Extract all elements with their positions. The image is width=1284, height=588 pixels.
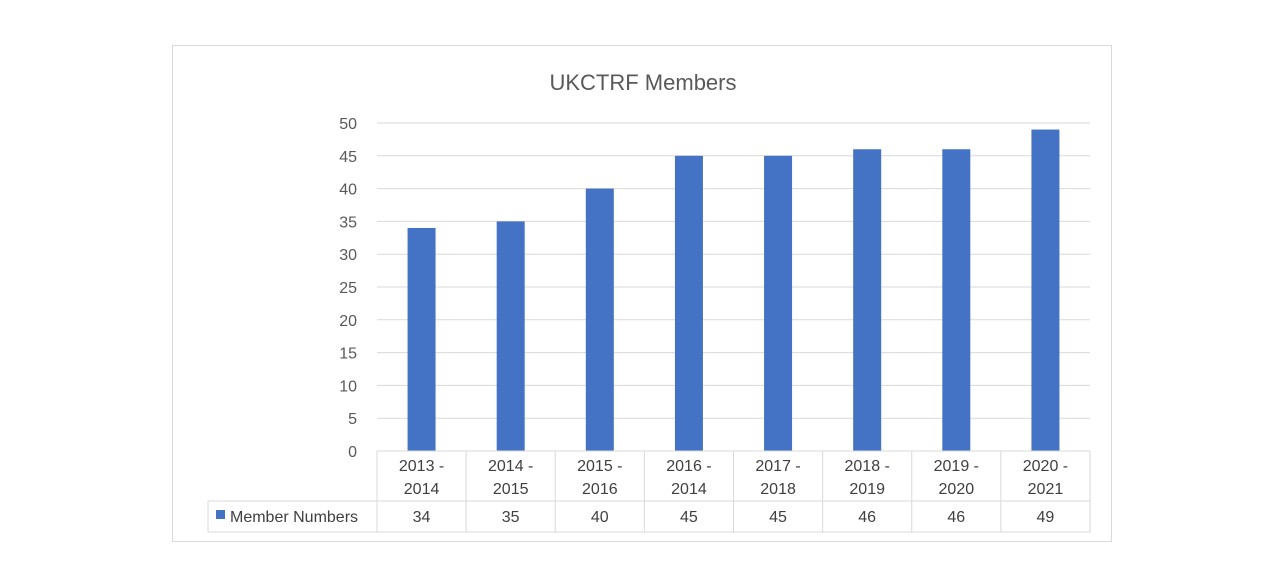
y-tick-label: 45: [339, 149, 357, 166]
data-table: 2013 -2014 2014 -2015 2015 -2016 2016 -2014…: [207, 450, 1091, 533]
gridlines: [377, 122, 1090, 419]
data-label: 35: [502, 509, 520, 526]
y-tick-label: 50: [339, 116, 357, 133]
bar: [853, 149, 882, 451]
bar: [1031, 129, 1060, 451]
bar: [674, 155, 703, 452]
data-label: 49: [1037, 509, 1055, 526]
x-tick-label: 2013 -2014: [399, 458, 444, 498]
y-tick-label: 40: [339, 182, 357, 199]
bar: [585, 188, 614, 451]
x-tick-label: 2017 -2018: [755, 458, 800, 498]
y-tick-label: 30: [339, 247, 357, 264]
data-label: 40: [591, 509, 609, 526]
x-tick-label: 2018 -2019: [845, 458, 890, 498]
data-label: 34: [413, 509, 431, 526]
chart-svg: UKCTRF Members 0 5 10 15 20 25 30 35 40 45 50 2013…: [207, 70, 1091, 533]
bar: [496, 221, 525, 451]
y-tick-label: 25: [339, 280, 357, 297]
y-tick-label: 20: [339, 313, 357, 330]
y-tick-label: 0: [348, 444, 357, 461]
bar: [764, 155, 793, 452]
data-label: 45: [769, 509, 787, 526]
data-label: 46: [858, 509, 876, 526]
x-tick-label: 2020 -2021: [1023, 458, 1068, 498]
y-tick-label: 5: [348, 411, 357, 428]
y-tick-label: 15: [339, 346, 357, 363]
chart-title: UKCTRF Members: [549, 70, 736, 95]
data-label: 46: [947, 509, 965, 526]
bar: [407, 227, 436, 451]
bar: [942, 149, 971, 451]
x-tick-label: 2019 -2020: [934, 458, 979, 498]
chart-frame: UKCTRF Members 0 5 10 15 20 25 30 35 40 45 50 2013…: [172, 45, 1112, 542]
y-tick-label: 10: [339, 378, 357, 395]
data-label: 45: [680, 509, 698, 526]
legend-swatch: [216, 510, 225, 519]
x-tick-label: 2015 -2016: [577, 458, 622, 498]
x-tick-label: 2016 -2014: [666, 458, 711, 498]
bars: [407, 129, 1060, 452]
y-axis-ticks: 0 5 10 15 20 25 30 35 40 45 50: [339, 116, 357, 461]
y-tick-label: 35: [339, 214, 357, 231]
x-tick-label: 2014 -2015: [488, 458, 533, 498]
legend-label: Member Numbers: [230, 509, 358, 526]
